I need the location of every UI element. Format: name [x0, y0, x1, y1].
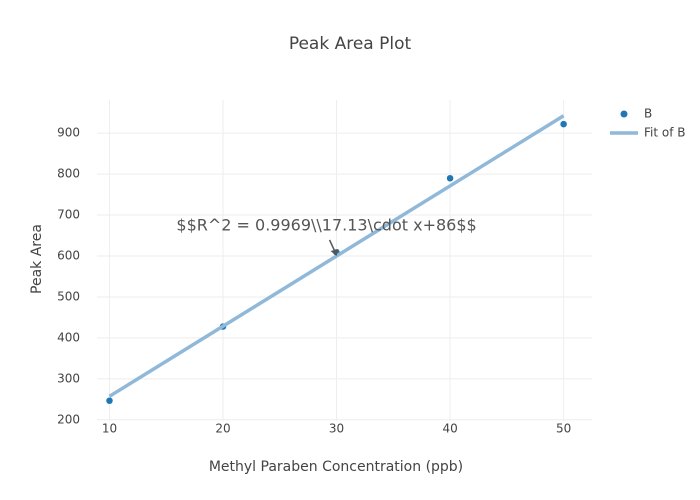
y-tick-label: 500	[57, 289, 80, 303]
annotation-arrowhead	[330, 248, 339, 256]
chart-title: Peak Area Plot	[289, 34, 412, 54]
y-tick-label: 700	[57, 208, 80, 222]
legend-label: Fit of B	[644, 126, 686, 140]
y-tick-label: 900	[57, 126, 80, 140]
x-tick-label: 50	[556, 422, 571, 436]
legend-swatch	[620, 110, 628, 118]
y-tick-label: 800	[57, 167, 80, 181]
y-tick-label: 600	[57, 248, 80, 262]
y-axis-title: Peak Area	[29, 224, 45, 294]
x-axis-title: Methyl Paraben Concentration (ppb)	[209, 459, 463, 475]
legend-label: B	[644, 107, 652, 121]
x-tick-label: 40	[442, 422, 457, 436]
data-point	[105, 396, 114, 405]
y-tick-label: 300	[57, 371, 80, 385]
data-point	[559, 120, 568, 128]
annotation-text: $$R^2 = 0.9969\\17.13\cdot x+86$$	[176, 215, 476, 234]
fit-line	[108, 114, 565, 398]
x-tick-label: 10	[102, 422, 117, 436]
y-tick-label: 400	[57, 330, 80, 344]
data-point	[446, 174, 454, 183]
y-tick-label: 200	[57, 412, 80, 426]
x-tick-label: 20	[215, 422, 230, 436]
x-tick-label: 30	[329, 422, 344, 436]
